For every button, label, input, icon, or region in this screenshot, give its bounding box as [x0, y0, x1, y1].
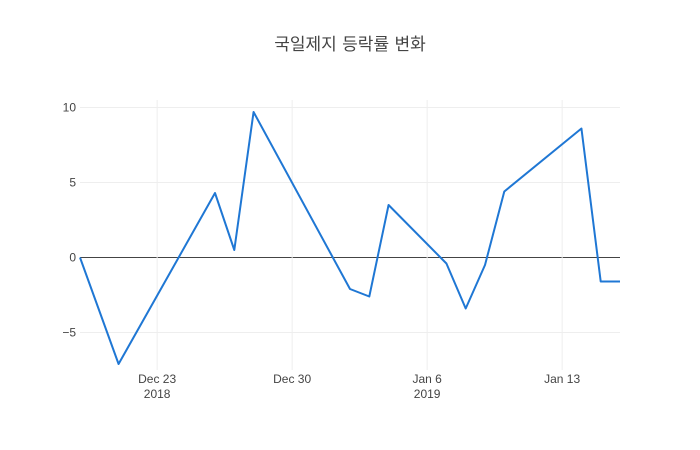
- x-tick-sublabel: 2018: [144, 387, 171, 401]
- x-tick-sublabel: 2019: [414, 387, 441, 401]
- y-tick-label: 10: [63, 101, 77, 115]
- chart-title: 국일제지 등락률 변화: [274, 35, 426, 55]
- x-tick-label: Jan 13: [544, 372, 580, 386]
- y-tick-label: 0: [69, 251, 76, 265]
- grid: [80, 100, 620, 370]
- y-tick-label: 5: [69, 176, 76, 190]
- y-axis: 10 5 0 −5: [62, 101, 76, 340]
- series-line: [79, 111, 620, 365]
- x-tick-label: Dec 23: [138, 372, 176, 386]
- x-tick-label: Jan 6: [412, 372, 442, 386]
- series-layer: [79, 111, 621, 365]
- y-tick-label: −5: [62, 326, 76, 340]
- x-tick-label: Dec 30: [273, 372, 311, 386]
